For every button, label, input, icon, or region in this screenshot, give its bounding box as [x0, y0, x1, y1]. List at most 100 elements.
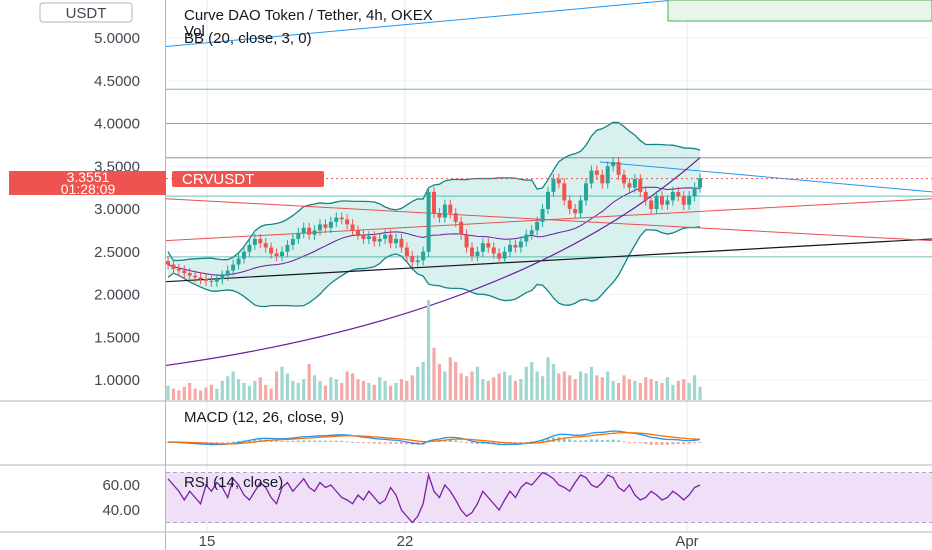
- candle-body: [692, 187, 697, 197]
- volume-bar: [481, 379, 485, 400]
- bb-basis: [167, 186, 701, 276]
- volume-bar: [660, 382, 664, 400]
- volume-bar: [540, 376, 545, 400]
- macd-histogram-bar: [351, 441, 355, 443]
- candle-body: [573, 209, 578, 214]
- volume-bar: [220, 381, 224, 400]
- candle-body: [356, 230, 360, 235]
- time-axis[interactable]: 15 22 Apr: [199, 533, 699, 550]
- volume-bar: [399, 379, 404, 400]
- candle-body: [301, 227, 306, 233]
- volume-bar: [470, 371, 474, 400]
- volume-bar: [285, 373, 290, 400]
- volume-bar: [209, 384, 214, 400]
- candle-body: [578, 200, 583, 214]
- macd-histogram-bar: [617, 440, 621, 442]
- macd-histogram-bar: [649, 442, 653, 445]
- volume-bar: [687, 382, 691, 400]
- macd-histogram-bar: [682, 442, 686, 445]
- candle-body: [399, 238, 404, 248]
- candle-body: [285, 244, 290, 252]
- volume-bar: [644, 377, 648, 400]
- volume-bar: [242, 382, 246, 400]
- price-axis[interactable]: 5.00004.50004.00003.50003.00002.50002.00…: [94, 30, 140, 389]
- candle-body: [274, 253, 279, 257]
- currency-badge[interactable]: USDT: [39, 2, 133, 23]
- volume-bar: [193, 388, 197, 400]
- candle-body: [388, 234, 393, 244]
- volume-bar: [513, 381, 518, 400]
- candle-body: [643, 191, 648, 201]
- macd-line: [167, 430, 701, 446]
- macd-legend[interactable]: MACD (12, 26, close, 9): [184, 409, 344, 426]
- date-tick-label: Apr: [675, 533, 698, 550]
- candle-body: [312, 230, 317, 235]
- candle-body: [231, 264, 236, 271]
- volume-legend[interactable]: Vol: [184, 23, 205, 40]
- macd-histogram-bar: [209, 442, 213, 444]
- rectangle-drawing[interactable]: [667, 0, 932, 22]
- volume-bar: [247, 385, 252, 400]
- candle-body: [421, 251, 426, 261]
- rsi-band: [166, 472, 932, 523]
- macd-histogram-bar: [589, 439, 593, 442]
- last-price-value: 3.3551: [67, 169, 110, 185]
- macd-histogram-bar: [296, 440, 300, 442]
- volume-bar: [492, 377, 496, 400]
- volume-bar: [437, 363, 442, 400]
- macd-histogram-bar: [687, 442, 691, 444]
- candle-body: [334, 217, 339, 222]
- macd-histogram-bar: [470, 442, 474, 444]
- candle-body: [551, 179, 556, 192]
- macd-histogram-bar: [611, 439, 615, 442]
- macd-histogram-bar: [622, 441, 626, 443]
- volume-bar: [589, 366, 594, 400]
- candle-body: [670, 191, 675, 201]
- candle-body: [415, 260, 420, 263]
- volume-bar: [312, 375, 317, 400]
- volume-bar: [649, 379, 653, 400]
- volume-bar: [584, 373, 588, 400]
- macd-histogram-bar: [220, 442, 224, 443]
- volume-bar: [291, 381, 295, 400]
- volume-bar: [329, 377, 333, 400]
- candle-body: [404, 247, 409, 257]
- candle-body: [562, 183, 567, 201]
- macd-histogram-bar: [600, 440, 604, 442]
- trend-lines[interactable]: [166, 0, 932, 367]
- volume-bar: [611, 381, 615, 400]
- macd-histogram-bar: [253, 439, 257, 442]
- price-tick-label: 5.0000: [94, 30, 140, 47]
- macd-histogram-bar: [475, 442, 479, 445]
- macd-histogram-bar: [275, 440, 279, 442]
- candle-body: [442, 204, 447, 218]
- rsi-axis: 60.00 40.00: [102, 477, 140, 519]
- candle-body: [171, 264, 176, 269]
- volume-bar: [600, 377, 604, 400]
- macd-histogram-bar: [399, 442, 403, 444]
- volume-bar: [253, 381, 257, 400]
- candle-body: [497, 253, 502, 259]
- volume-bar: [616, 382, 621, 400]
- rsi-legend[interactable]: RSI (14, close): [184, 474, 283, 491]
- volume-bar: [671, 384, 675, 400]
- macd-histogram-bar: [465, 442, 469, 443]
- macd-histogram-bar: [660, 442, 664, 446]
- volume-bar: [530, 362, 534, 400]
- volume-bar: [557, 373, 561, 400]
- chart-title[interactable]: Curve DAO Token / Tether, 4h, OKEX: [184, 7, 433, 24]
- macd-histogram-bar: [579, 440, 583, 442]
- volume-bar: [562, 371, 566, 400]
- volume-bar: [633, 381, 637, 400]
- bb-legend-visible[interactable]: BB (20, close, 3, 0): [184, 30, 312, 47]
- candle-body: [204, 279, 208, 281]
- volume-bar: [448, 357, 452, 400]
- candle-body: [453, 213, 458, 222]
- candle-body: [605, 166, 610, 184]
- macd-histogram-bar: [627, 442, 631, 443]
- candle-body: [176, 268, 181, 271]
- macd-histogram-bar: [318, 440, 322, 442]
- candle-body: [323, 224, 328, 228]
- candle-body: [649, 200, 654, 209]
